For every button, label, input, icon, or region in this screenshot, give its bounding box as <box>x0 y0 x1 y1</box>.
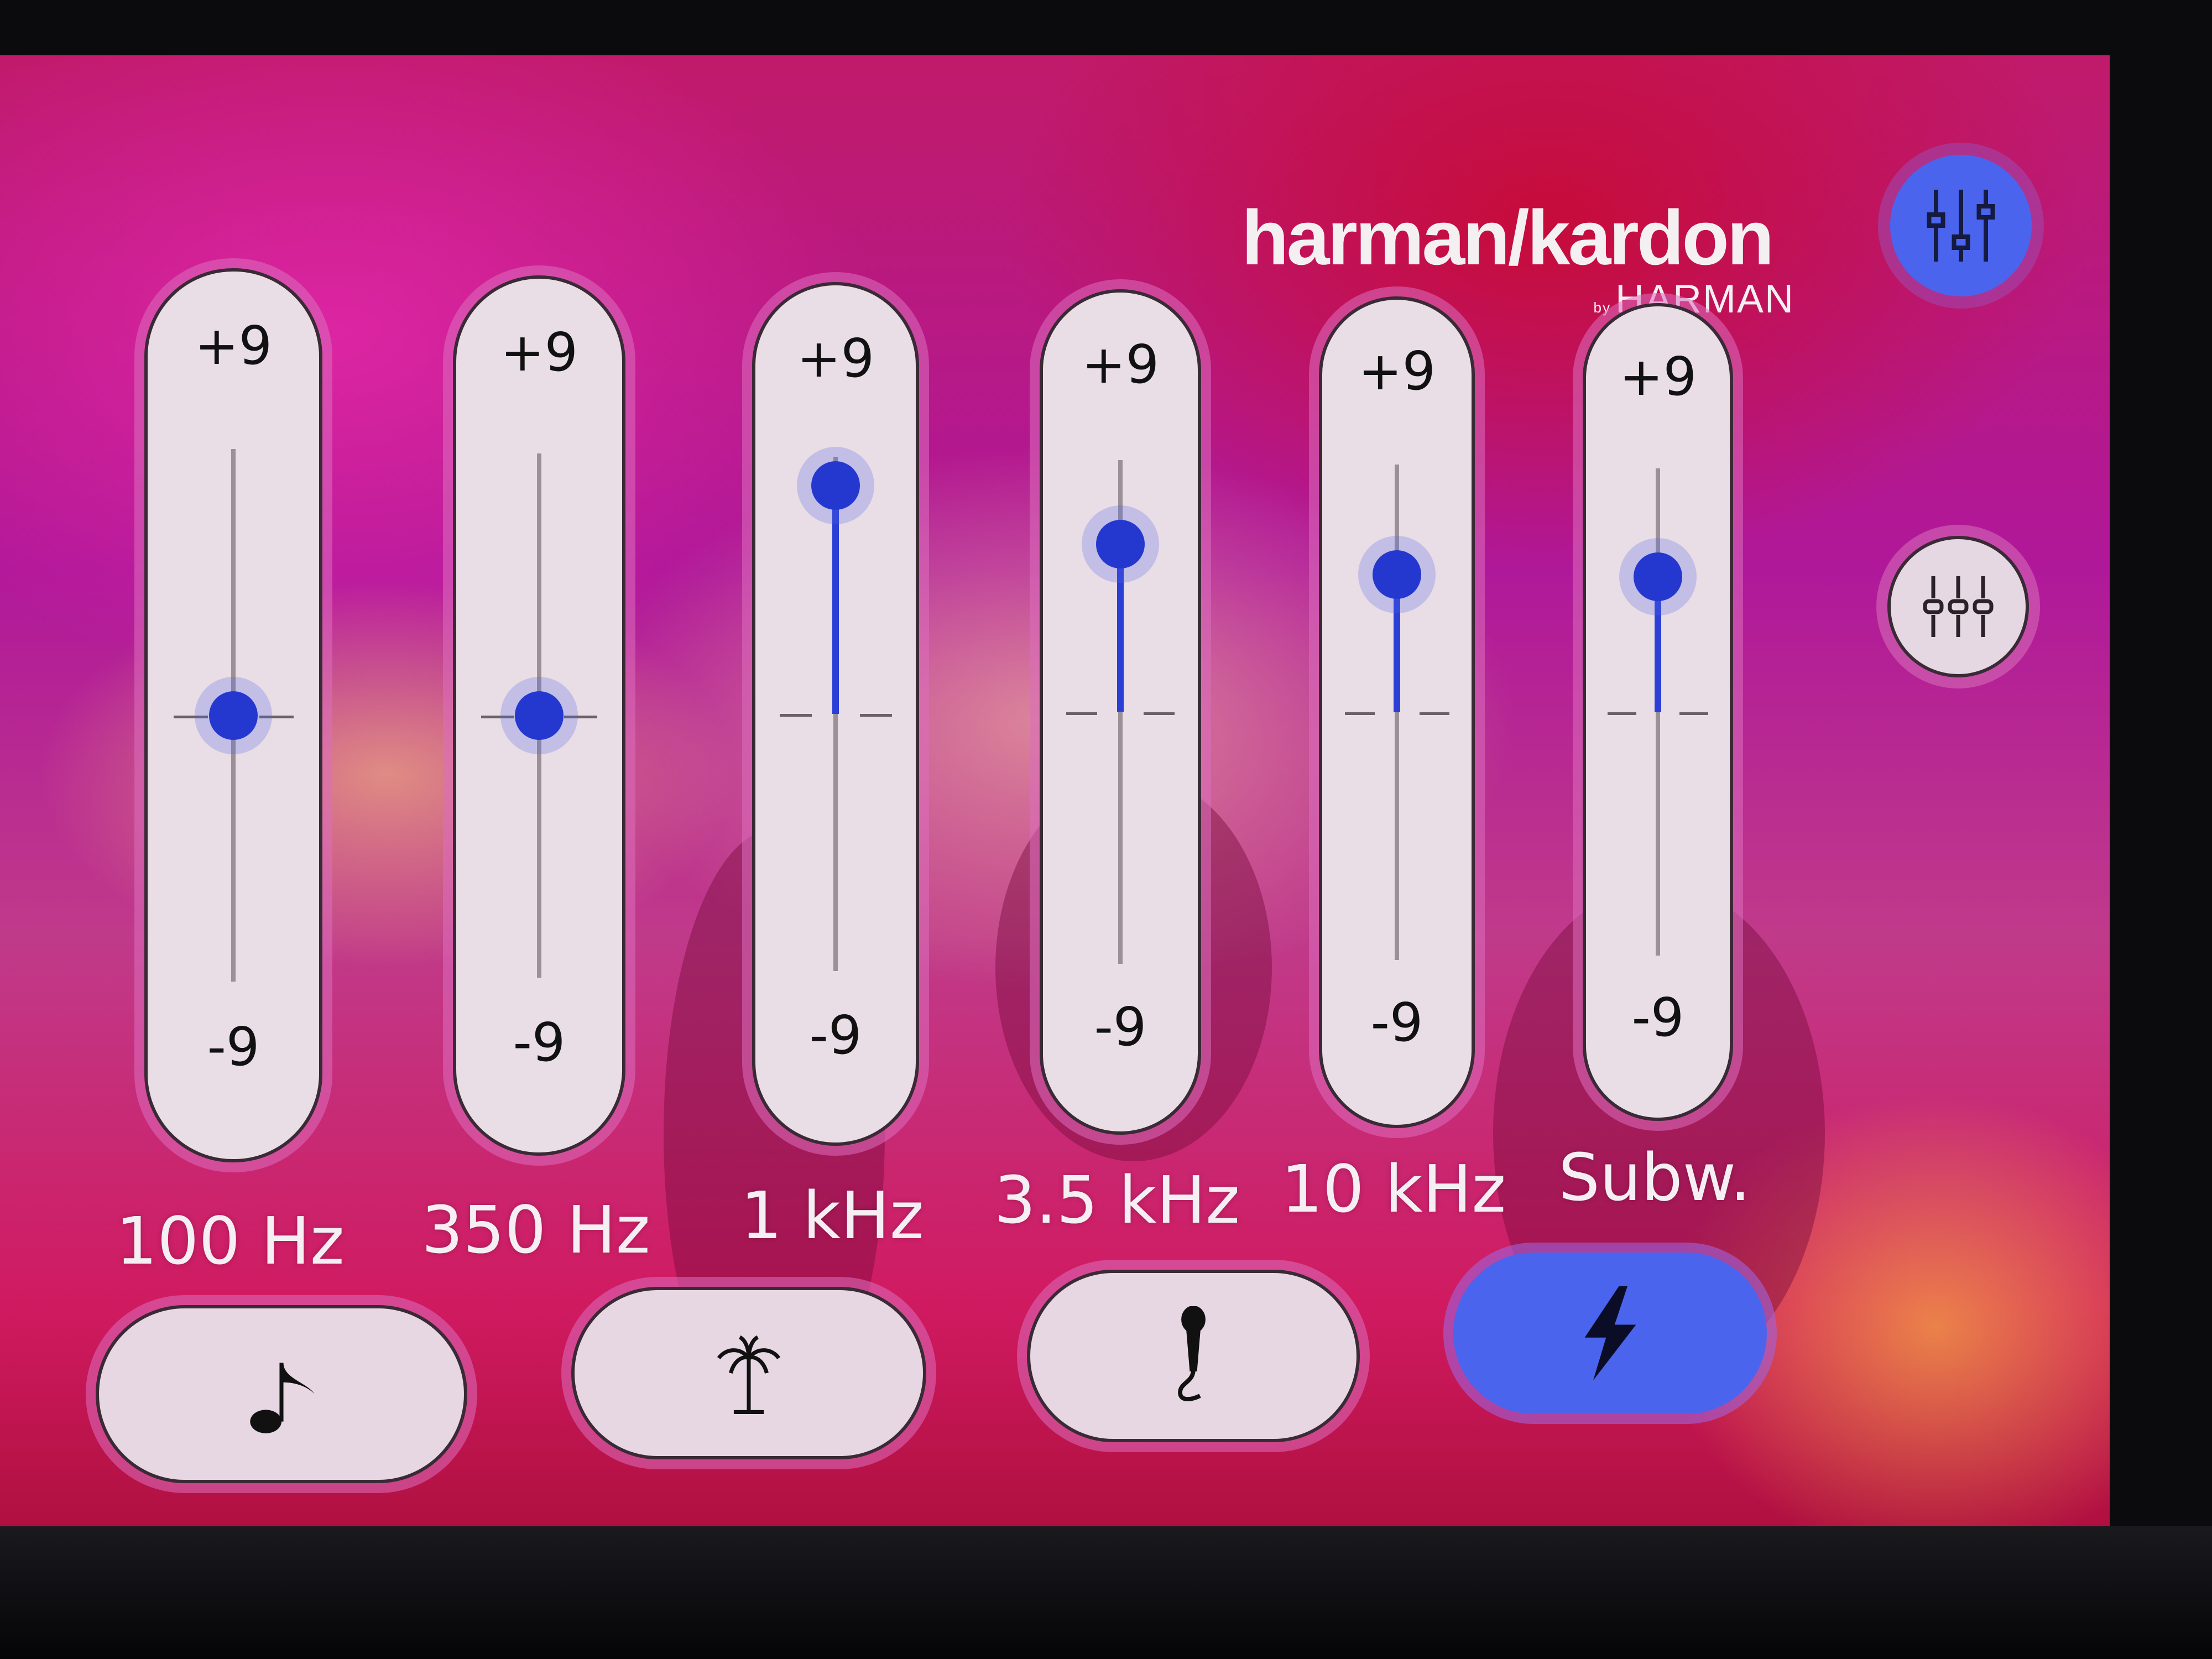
eq-slider-1-khz[interactable]: +9 -9 <box>752 282 919 1146</box>
preset-relax-button[interactable] <box>571 1287 926 1459</box>
palm-tree-icon <box>717 1335 781 1414</box>
logo-text: harman/kardon <box>1241 194 1774 281</box>
zero-tick <box>779 714 812 717</box>
band-label: 10 kHz <box>1281 1151 1506 1227</box>
max-label: +9 <box>796 328 875 389</box>
slider-fill <box>1655 577 1661 712</box>
min-label: -9 <box>513 1013 566 1074</box>
device-bezel <box>0 1526 2212 1659</box>
eq-slider-350-hz[interactable]: +9 -9 <box>453 275 625 1156</box>
preset-power-button[interactable] <box>1453 1253 1767 1414</box>
eq-slider-3-5-khz[interactable]: +9 -9 <box>1040 289 1201 1135</box>
harman-kardon-logo: harman/kardon by HARMAN <box>1241 199 1794 326</box>
eq-slider-10-khz[interactable]: +9 -9 <box>1319 296 1475 1128</box>
min-label: -9 <box>1094 997 1147 1058</box>
music-note-icon <box>250 1363 315 1433</box>
slider-knob[interactable] <box>515 691 564 740</box>
max-label: +9 <box>1358 341 1436 402</box>
lightning-bolt-icon <box>1584 1286 1636 1380</box>
slider-fill <box>1394 575 1400 712</box>
min-label: -9 <box>207 1017 260 1078</box>
min-label: -9 <box>1631 988 1684 1049</box>
zero-tick <box>259 715 294 718</box>
slider-track[interactable] <box>1118 460 1123 964</box>
band-label: 1 kHz <box>740 1177 924 1254</box>
zero-tick <box>1344 712 1375 715</box>
microphone-icon <box>1178 1306 1206 1401</box>
band-label: 350 Hz <box>421 1192 650 1268</box>
max-label: +9 <box>1619 347 1697 408</box>
zero-tick <box>1066 712 1097 715</box>
slider-knob[interactable] <box>1096 520 1145 569</box>
slider-knob[interactable] <box>811 461 860 510</box>
slider-fill <box>1117 544 1124 712</box>
infotainment-screen: harman/kardon by HARMAN +9 -9 100 Hz +9 -9 3 <box>0 55 2110 1526</box>
balance-fader-icon <box>1923 576 1994 637</box>
zero-tick <box>564 716 597 718</box>
band-label: Subw. <box>1558 1139 1751 1215</box>
band-label: 3.5 kHz <box>994 1162 1240 1238</box>
zero-tick <box>1419 712 1449 715</box>
zero-tick <box>859 714 892 717</box>
slider-track[interactable] <box>1395 465 1399 960</box>
eq-slider-subw-[interactable]: +9 -9 <box>1583 303 1733 1121</box>
eq-slider-100-hz[interactable]: +9 -9 <box>144 268 322 1162</box>
logo-by: by <box>1593 299 1611 316</box>
min-label: -9 <box>1370 993 1423 1054</box>
zero-tick <box>1144 712 1175 715</box>
slider-track[interactable] <box>833 457 838 971</box>
preset-voice-button[interactable] <box>1027 1270 1360 1442</box>
max-label: +9 <box>194 316 273 377</box>
slider-fill <box>832 485 839 714</box>
balance-fader-button[interactable] <box>1887 536 2029 677</box>
zero-tick <box>1679 712 1708 715</box>
preset-music-button[interactable] <box>96 1305 467 1483</box>
min-label: -9 <box>809 1005 862 1066</box>
zero-tick <box>173 715 208 718</box>
equalizer-mode-button[interactable] <box>1890 155 2032 296</box>
slider-knob[interactable] <box>1634 552 1682 601</box>
slider-knob[interactable] <box>1373 550 1421 599</box>
slider-knob[interactable] <box>209 691 258 740</box>
zero-tick <box>1608 712 1636 715</box>
max-label: +9 <box>1081 334 1160 395</box>
equalizer-sliders-icon <box>1927 190 1995 262</box>
zero-tick <box>481 716 514 718</box>
max-label: +9 <box>500 322 578 383</box>
band-label: 100 Hz <box>116 1203 345 1279</box>
